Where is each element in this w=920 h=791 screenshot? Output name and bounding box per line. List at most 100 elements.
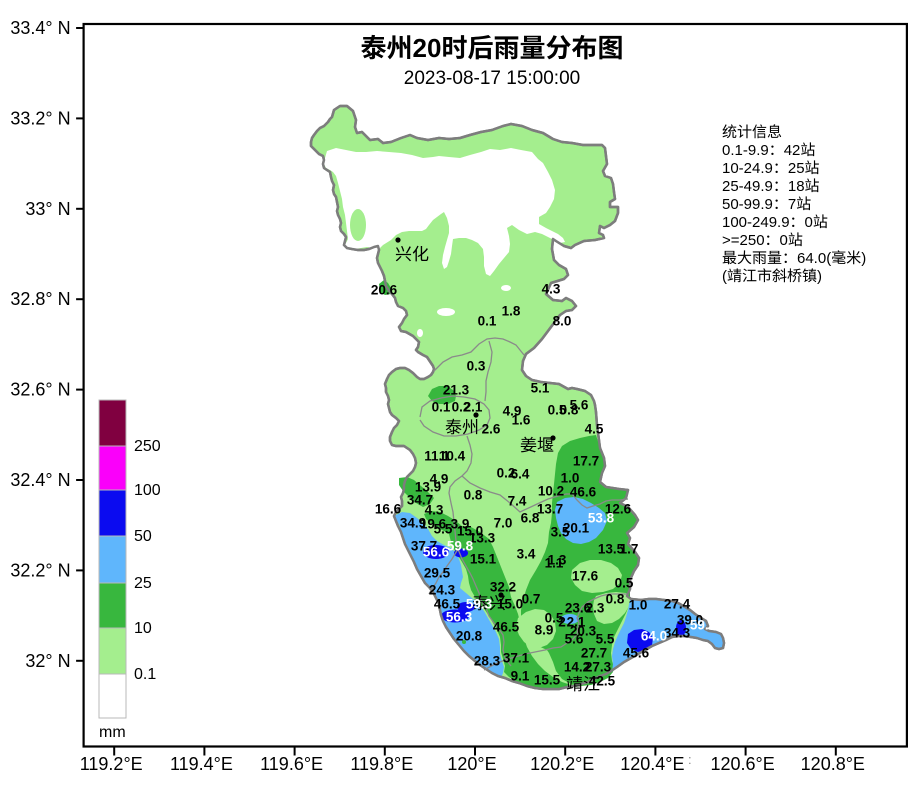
svg-text:(: ( [722,268,727,285]
svg-text:56.3: 56.3 [446,610,473,625]
svg-text:119.6°E: 119.6°E [260,754,323,774]
svg-text:4.9: 4.9 [503,404,522,419]
svg-text:2.6: 2.6 [482,422,501,437]
svg-text:5.5: 5.5 [434,522,453,537]
svg-text:120.6°E: 120.6°E [710,754,774,774]
svg-text:0: 0 [780,232,788,249]
svg-text:3.4: 3.4 [517,547,536,562]
svg-text:29.5: 29.5 [424,566,451,581]
svg-text:10: 10 [134,620,152,637]
svg-text:18: 18 [788,178,805,195]
svg-text:0.7: 0.7 [522,592,541,607]
svg-text:0.2: 0.2 [452,400,471,415]
svg-text:0.1: 0.1 [478,314,497,329]
svg-text:42.5: 42.5 [589,674,616,689]
svg-text:28.3: 28.3 [474,654,501,669]
svg-text:39.0: 39.0 [677,613,703,628]
svg-text:27.3: 27.3 [585,660,612,675]
svg-text:7.4: 7.4 [508,494,527,509]
svg-text:14.2: 14.2 [564,660,590,675]
svg-text:46.5: 46.5 [493,620,520,635]
svg-text:120.4°E: 120.4°E [620,754,684,774]
svg-text:0: 0 [805,214,813,231]
svg-text:12.6: 12.6 [605,502,632,517]
svg-text:15.0: 15.0 [457,524,483,539]
svg-text:25: 25 [788,160,805,177]
svg-text:17.6: 17.6 [572,569,599,584]
svg-text:120.8°E: 120.8°E [801,754,865,774]
svg-text:4.9: 4.9 [430,472,449,487]
svg-text:59.5: 59.5 [690,618,717,633]
svg-text:2.3: 2.3 [586,601,605,616]
svg-text:1.3: 1.3 [548,553,567,568]
svg-text::: : [688,752,692,767]
svg-text:0.1: 0.1 [134,666,156,683]
svg-text:120°E: 120°E [447,754,496,774]
svg-text:6.4: 6.4 [511,467,530,482]
svg-text:34.3: 34.3 [664,626,691,641]
svg-text:1.0: 1.0 [629,598,648,613]
svg-text:13.9: 13.9 [415,480,441,495]
svg-text:53.8: 53.8 [588,511,615,526]
svg-text:25-49.9: 25-49.9 [722,178,773,195]
svg-text:13.3: 13.3 [469,531,496,546]
svg-text:15.0: 15.0 [497,597,523,612]
svg-text:0.5: 0.5 [548,403,567,418]
svg-text:0.1: 0.1 [432,400,451,415]
svg-text:21.3: 21.3 [443,383,470,398]
svg-text:5.5: 5.5 [596,632,615,647]
svg-text:24.3: 24.3 [429,583,456,598]
svg-text:119.2°E: 119.2°E [80,754,143,774]
svg-text:mm: mm [99,724,126,741]
svg-text:46.5: 46.5 [434,597,461,612]
svg-text:2023-08-17 15:00:00: 2023-08-17 15:00:00 [404,68,580,89]
svg-text:0.8: 0.8 [560,403,579,418]
svg-text:32.6° N: 32.6° N [10,380,70,400]
svg-text:42: 42 [784,142,801,159]
svg-text:46.6: 46.6 [570,485,597,500]
svg-text:50-99.9: 50-99.9 [722,196,773,213]
svg-text:1.8: 1.8 [502,304,521,319]
svg-text:120.2°E: 120.2°E [530,754,594,774]
svg-text:1.7: 1.7 [620,542,639,557]
svg-text:15.1: 15.1 [470,552,497,567]
svg-text:): ) [861,250,866,267]
svg-text:4.5: 4.5 [585,422,604,437]
svg-text:0.8: 0.8 [464,488,483,503]
svg-text:11.1: 11.1 [424,449,450,464]
svg-text:0.5: 0.5 [615,576,634,591]
svg-text:25: 25 [134,575,152,592]
svg-text:10-24.9: 10-24.9 [722,160,773,177]
svg-text:250: 250 [134,438,161,455]
svg-text:1.1: 1.1 [545,556,564,571]
svg-text:27.7: 27.7 [581,646,607,661]
svg-text:10.2: 10.2 [538,484,564,499]
svg-text:100: 100 [134,482,161,499]
svg-text:): ) [817,268,822,285]
svg-text:7.0: 7.0 [494,516,513,531]
svg-text:1.6: 1.6 [512,413,531,428]
svg-text:0.5: 0.5 [545,611,564,626]
svg-text:16.6: 16.6 [375,502,402,517]
svg-text:20.3: 20.3 [570,624,597,639]
svg-text:0.1-9.9: 0.1-9.9 [722,142,769,159]
svg-text:20.8: 20.8 [456,629,483,644]
svg-text:8.9: 8.9 [535,623,554,638]
svg-text:100-249.9: 100-249.9 [722,214,790,231]
svg-text:56.6: 56.6 [423,545,450,560]
svg-text:64.0: 64.0 [641,629,667,644]
svg-text:20.6: 20.6 [371,283,398,298]
svg-text:64.0(: 64.0( [797,250,831,267]
svg-text:34.7: 34.7 [407,493,433,508]
svg-text:37.7: 37.7 [411,539,437,554]
svg-text:5.6: 5.6 [565,632,584,647]
svg-text:5.6: 5.6 [570,398,589,413]
svg-text:32° N: 32° N [25,651,70,671]
svg-text:37.1: 37.1 [503,651,530,666]
svg-text:3.5: 3.5 [551,525,570,540]
svg-text:17.7: 17.7 [573,454,599,469]
svg-text:119.4°E: 119.4°E [170,754,233,774]
svg-text:20.1: 20.1 [563,521,590,536]
svg-text:2: 2 [558,615,566,630]
svg-text:0.3: 0.3 [467,359,486,374]
